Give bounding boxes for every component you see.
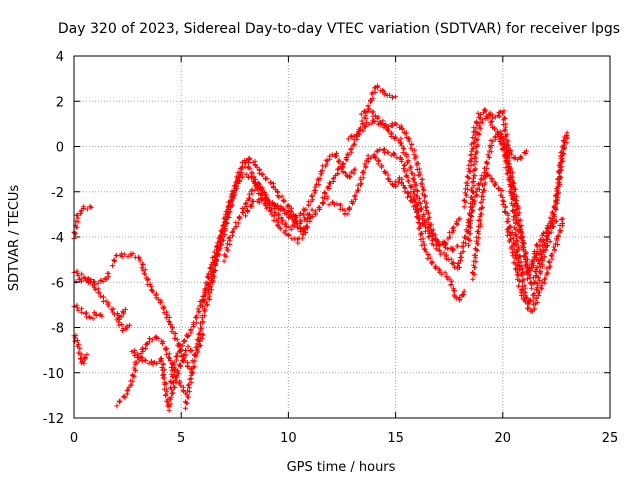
x-tick-label: 10 xyxy=(280,431,297,446)
y-tick-label: -6 xyxy=(51,276,64,291)
series-track-9 xyxy=(129,331,206,413)
x-tick-label: 5 xyxy=(177,431,185,446)
x-tick-label: 0 xyxy=(70,431,78,446)
series-track-8 xyxy=(114,316,133,333)
y-tick-label: 2 xyxy=(56,95,64,110)
series-track-20 xyxy=(461,107,529,210)
series-track-14 xyxy=(243,196,309,246)
series-track-13 xyxy=(221,180,311,264)
series-track-3 xyxy=(71,302,105,321)
x-axis-label: GPS time / hours xyxy=(287,460,396,475)
y-tick-label: -10 xyxy=(43,367,64,382)
x-tick-label: 25 xyxy=(602,431,619,446)
tick-labels: 0 5 10 15 20 25 -12 -10 -8 -6 -4 -2 0 2 4 xyxy=(43,50,619,446)
y-tick-label: -4 xyxy=(51,231,64,246)
x-tick-label: 20 xyxy=(495,431,512,446)
series-track-7 xyxy=(114,334,188,409)
data-markers xyxy=(71,83,570,413)
series-track-5 xyxy=(73,270,111,286)
y-axis-label: SDTVAR / TECUs xyxy=(7,185,22,292)
chart-title: Day 320 of 2023, Sidereal Day-to-day VTE… xyxy=(58,21,620,37)
y-tick-label: -2 xyxy=(51,186,64,201)
x-tick-label: 15 xyxy=(387,431,404,446)
series-track-21 xyxy=(465,113,553,291)
axis-ticks xyxy=(73,55,611,419)
y-tick-label: -12 xyxy=(43,412,64,427)
y-tick-label: -8 xyxy=(51,322,64,337)
series-track-2 xyxy=(71,203,94,241)
series-track-18 xyxy=(371,146,467,303)
series-track-24 xyxy=(496,131,570,277)
y-tick-label: 4 xyxy=(56,50,64,65)
y-tick-label: 0 xyxy=(56,141,64,156)
series-track-16 xyxy=(326,153,559,277)
series-track-19 xyxy=(358,106,463,248)
series-track-12 xyxy=(200,155,330,309)
